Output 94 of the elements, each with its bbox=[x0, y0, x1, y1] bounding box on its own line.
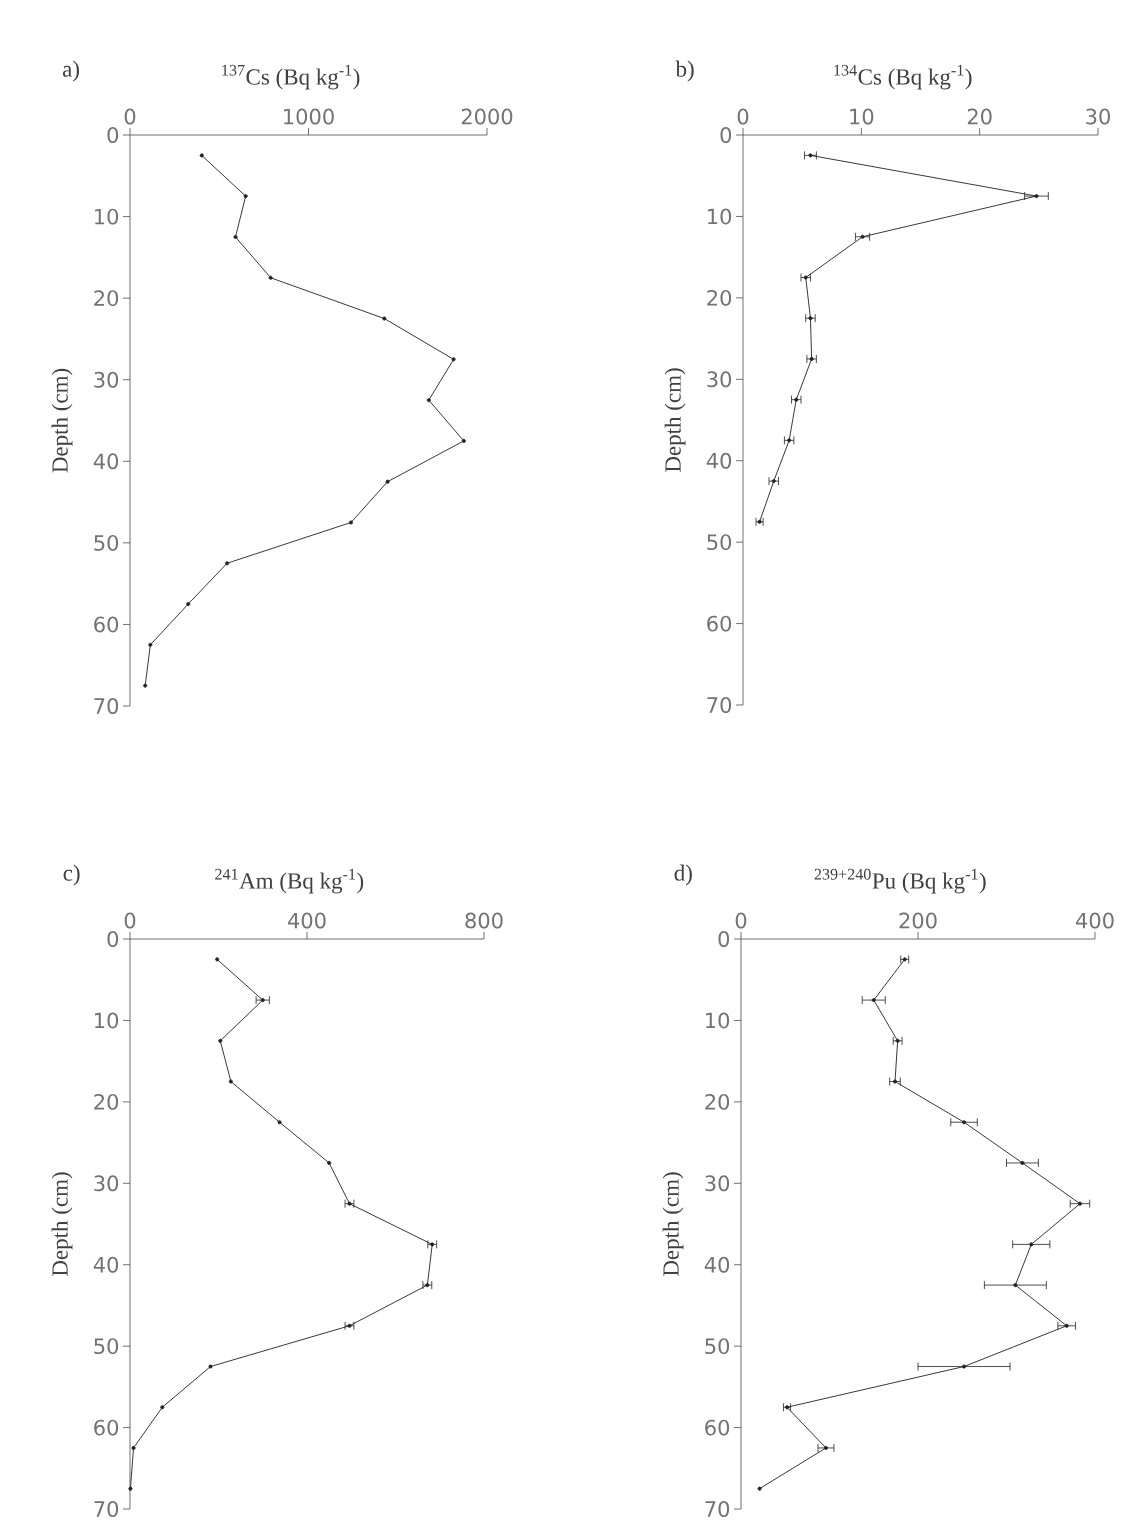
point bbox=[451, 357, 456, 362]
x-axis-title: $^{137}$Cs (Bq kg$^{-1}$) bbox=[222, 64, 360, 90]
x-tick-label: 20 bbox=[967, 108, 992, 125]
y-tick-label: 70 bbox=[94, 698, 119, 714]
x-tick-label: 800 bbox=[465, 912, 503, 929]
y-tick-label: 50 bbox=[94, 534, 119, 551]
point bbox=[808, 153, 813, 158]
point bbox=[961, 1364, 967, 1369]
point bbox=[1013, 1283, 1018, 1288]
x-tick-label: 400 bbox=[1075, 912, 1114, 929]
point bbox=[385, 479, 390, 484]
y-axis-title: Depth (cm) bbox=[51, 1172, 73, 1277]
point bbox=[1064, 1323, 1069, 1328]
y-tick-label: 60 bbox=[94, 1419, 119, 1436]
point bbox=[461, 438, 466, 443]
point bbox=[757, 1486, 762, 1491]
y-tick-label: 20 bbox=[94, 1093, 119, 1110]
y-axis-title: Depth (cm) bbox=[664, 368, 686, 473]
point bbox=[277, 1120, 282, 1125]
y-tick-label: 30 bbox=[705, 1175, 730, 1192]
point bbox=[160, 1405, 165, 1410]
x-tick-label: 2000 bbox=[461, 108, 513, 125]
point bbox=[961, 1120, 967, 1125]
y-tick-label: 40 bbox=[706, 452, 732, 469]
y-tick-label: 40 bbox=[93, 453, 119, 470]
point bbox=[426, 398, 431, 403]
y-tick-label: 10 bbox=[706, 1012, 730, 1029]
y-tick-label: 60 bbox=[707, 615, 732, 632]
y-tick-label: 10 bbox=[95, 208, 119, 225]
y-tick-label: 10 bbox=[708, 208, 732, 225]
y-tick-label: 70 bbox=[707, 697, 732, 713]
point bbox=[208, 1364, 213, 1369]
y-tick-label: 20 bbox=[705, 1093, 730, 1110]
point bbox=[233, 234, 238, 240]
point bbox=[218, 1038, 223, 1043]
point bbox=[225, 561, 230, 566]
x-tick-label: 400 bbox=[287, 912, 326, 929]
x-tick-label: 0 bbox=[737, 108, 749, 125]
chart-title: b) bbox=[675, 60, 694, 82]
y-tick-label: 50 bbox=[94, 1338, 119, 1355]
x-tick-label: 10 bbox=[850, 108, 874, 125]
point bbox=[199, 153, 204, 158]
point bbox=[348, 520, 354, 525]
point bbox=[871, 998, 876, 1003]
x-tick-label: 200 bbox=[899, 912, 937, 929]
x-axis-title: $^{134}$Cs (Bq kg$^{-1}$) bbox=[834, 64, 972, 90]
y-tick-label: 70 bbox=[705, 1501, 730, 1517]
y-tick-label: 10 bbox=[95, 1012, 119, 1029]
x-tick-label: 0 bbox=[124, 108, 136, 125]
point bbox=[1029, 1242, 1034, 1247]
point bbox=[131, 1445, 136, 1450]
chart-title: c) bbox=[63, 864, 80, 886]
x-tick-label: 0 bbox=[124, 912, 136, 929]
y-axis-title: Depth (cm) bbox=[51, 368, 73, 473]
y-tick-label: 0 bbox=[107, 931, 119, 947]
x-axis-title: $^{239+240}$Pu (Bq kg$^{-1}$) bbox=[814, 868, 986, 894]
point bbox=[1034, 194, 1039, 199]
point bbox=[1020, 1160, 1025, 1165]
point bbox=[186, 602, 191, 607]
y-tick-label: 0 bbox=[720, 127, 732, 143]
y-tick-label: 50 bbox=[705, 1338, 730, 1355]
y-tick-label: 70 bbox=[94, 1501, 119, 1517]
point bbox=[268, 275, 273, 280]
y-tick-label: 40 bbox=[93, 1256, 119, 1273]
x-tick-label: 0 bbox=[735, 912, 747, 929]
x-axis-title: $^{241}$Am (Bq kg$^{-1}$) bbox=[215, 868, 364, 894]
y-tick-label: 0 bbox=[718, 931, 730, 947]
point bbox=[327, 1160, 332, 1165]
point bbox=[260, 998, 265, 1003]
x-tick-label: 1000 bbox=[284, 108, 334, 125]
y-tick-label: 20 bbox=[707, 289, 732, 306]
point bbox=[860, 234, 865, 239]
y-axis-title: Depth (cm) bbox=[662, 1172, 684, 1277]
chart-title: d) bbox=[674, 864, 692, 886]
point bbox=[143, 683, 148, 688]
y-tick-label: 50 bbox=[707, 534, 732, 551]
y-tick-label: 30 bbox=[94, 1175, 119, 1192]
point bbox=[128, 1486, 133, 1491]
chart-title: a) bbox=[62, 60, 79, 82]
y-tick-label: 60 bbox=[705, 1419, 730, 1436]
point bbox=[243, 194, 248, 199]
point bbox=[215, 957, 220, 962]
point bbox=[228, 1079, 233, 1084]
y-tick-label: 0 bbox=[107, 127, 119, 143]
x-tick-label: 30 bbox=[1086, 108, 1110, 125]
point bbox=[1077, 1201, 1083, 1206]
y-tick-label: 20 bbox=[94, 290, 119, 307]
point bbox=[148, 642, 153, 647]
y-tick-label: 40 bbox=[704, 1256, 730, 1273]
point bbox=[823, 1445, 829, 1450]
point bbox=[382, 316, 387, 321]
y-tick-label: 30 bbox=[707, 371, 732, 388]
y-tick-label: 30 bbox=[94, 371, 119, 388]
y-tick-label: 60 bbox=[94, 616, 119, 633]
